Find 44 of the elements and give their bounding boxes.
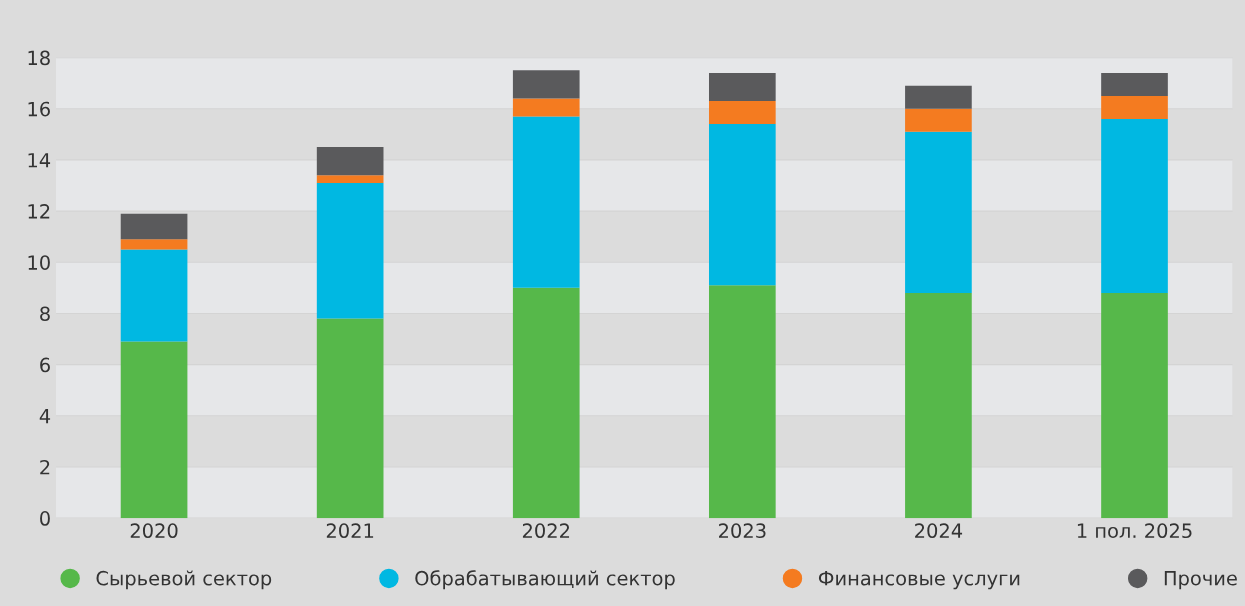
bar: [1101, 292, 1168, 519]
x-tick-label: 2023: [719, 523, 766, 539]
x-tick-label: 1 пол. 2025: [1077, 523, 1192, 539]
bar: [709, 285, 776, 519]
bar: [512, 287, 580, 519]
x-tick-label: 2024: [915, 523, 963, 539]
bar: [709, 124, 776, 286]
bar: [316, 147, 384, 176]
y-tick-label: 0: [40, 511, 50, 526]
bar: [905, 131, 972, 293]
y-tick-label: 6: [40, 357, 50, 373]
legend-label: Финансовые услуги: [818, 571, 1020, 590]
bar: [1101, 95, 1168, 119]
y-tick-label: 18: [28, 50, 50, 66]
bar: [905, 85, 972, 109]
bar: [316, 175, 384, 183]
x-tick-label: 2022: [522, 523, 570, 539]
bar: [905, 108, 972, 132]
y-tick-label: 4: [39, 408, 51, 424]
y-tick-label: 12: [28, 204, 50, 219]
x-tick-label: 2020: [130, 523, 178, 539]
y-tick-label: 10: [28, 255, 50, 270]
legend-label: Сырьевой сектор: [96, 570, 272, 590]
bar: [905, 292, 972, 519]
bar: [120, 239, 188, 250]
bar: [316, 318, 384, 519]
bar: [120, 213, 188, 240]
bar: [512, 98, 580, 117]
bar: [512, 116, 580, 288]
x-tick-label: 2021: [326, 523, 374, 539]
bar: [120, 341, 188, 519]
bar: [1101, 72, 1168, 96]
legend-label: Обрабатывающий сектор: [415, 570, 675, 590]
bar: [120, 249, 188, 342]
y-tick-label: 14: [28, 153, 51, 168]
bar: [1101, 118, 1168, 293]
bar: [316, 182, 384, 319]
y-tick-label: 2: [40, 459, 50, 475]
bar: [709, 101, 776, 125]
bar: [709, 72, 776, 102]
y-tick-label: 8: [40, 306, 50, 322]
y-tick-label: 16: [28, 101, 50, 117]
bar: [512, 70, 580, 99]
legend-label: Прочие: [1164, 571, 1237, 590]
